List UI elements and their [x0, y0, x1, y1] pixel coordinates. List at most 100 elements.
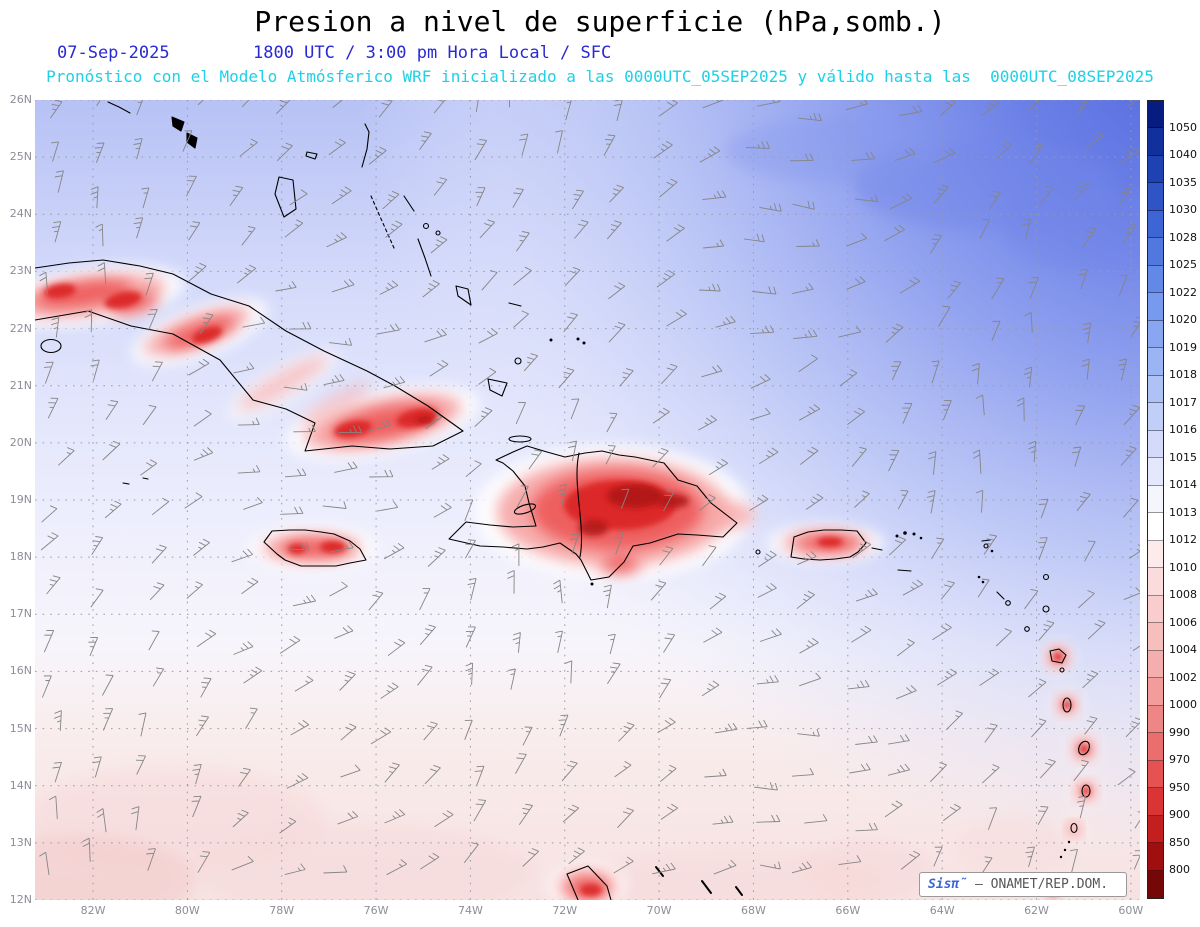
watermark-brand: Sisπ̃ — [928, 877, 968, 892]
wind-barb — [199, 313, 214, 334]
wind-barb — [756, 675, 779, 685]
wind-barb — [703, 239, 725, 249]
wind-barb — [279, 817, 297, 834]
wind-barb — [326, 232, 347, 248]
dominica — [1062, 697, 1072, 713]
wind-barb — [603, 134, 616, 156]
wind-barb — [704, 768, 727, 778]
lon-label: 76W — [363, 904, 389, 917]
wind-barb — [884, 224, 905, 242]
wind-barb — [513, 266, 532, 286]
wind-barb — [943, 803, 961, 821]
wind-barb — [382, 190, 400, 210]
wind-barb — [1084, 716, 1098, 735]
wind-barb — [433, 177, 448, 196]
colorbar-cell — [1148, 155, 1163, 184]
colorbar-cell — [1148, 238, 1163, 266]
wind-barb — [91, 536, 104, 555]
coastline-cuba — [35, 259, 464, 452]
wind-barb — [380, 682, 399, 699]
wind-barb — [47, 397, 59, 419]
wind-barb — [757, 582, 777, 598]
wind-barb — [92, 756, 102, 778]
wind-barb — [995, 628, 1012, 647]
wind-barb — [40, 532, 59, 551]
wind-barb — [899, 105, 923, 116]
wind-barb — [652, 447, 669, 468]
wind-barb — [702, 100, 724, 109]
colorbar-cell — [1148, 733, 1163, 761]
pressure-blob — [195, 822, 535, 900]
colorbar-cell — [1148, 623, 1163, 651]
pressure-blob — [104, 291, 142, 309]
wind-barb — [523, 353, 539, 372]
wind-barb — [713, 859, 737, 875]
coastline-hispaniola — [448, 445, 738, 581]
colorbar: 1050 1040 1035 1030 1028 1025 1022 1020 1019 1018… — [1147, 100, 1200, 899]
wind-barb — [188, 221, 201, 241]
wind-barb — [1118, 274, 1128, 297]
wind-barb — [805, 493, 824, 510]
wind-barb — [617, 807, 634, 829]
wind-barb — [290, 719, 310, 736]
wind-barb — [1127, 100, 1137, 108]
wind-barb — [376, 500, 399, 512]
wind-barb — [855, 588, 878, 602]
wind-barb — [229, 185, 244, 207]
wind-barb — [799, 404, 821, 421]
wind-barb — [475, 100, 479, 112]
lat-label: 16N — [9, 664, 32, 678]
wind-barb — [284, 863, 306, 876]
pressure-blob — [237, 355, 329, 411]
wind-barb — [512, 632, 521, 653]
colorbar-tick-label: 1030 — [1169, 203, 1197, 217]
lat-label: 20N — [9, 435, 32, 449]
wind-barb — [340, 723, 357, 741]
wind-barb — [897, 489, 909, 510]
wind-barb — [659, 178, 678, 198]
wind-barb — [102, 708, 114, 731]
pressure-blob — [334, 420, 372, 438]
wind-barb — [284, 219, 304, 238]
wind-barb — [330, 541, 354, 553]
wind-barb — [152, 667, 165, 687]
wind-barb — [564, 266, 581, 287]
wind-barb — [1081, 358, 1090, 380]
wind-barb — [378, 100, 393, 118]
wind-barb — [991, 320, 1001, 341]
wind-barb — [241, 577, 259, 595]
wind-barb — [939, 100, 956, 117]
wind-barb — [709, 592, 727, 610]
wind-barb — [1029, 143, 1044, 164]
wind-barb — [926, 490, 936, 514]
wind-barb — [233, 362, 255, 374]
wind-barb — [855, 822, 878, 832]
wind-barb — [197, 851, 211, 873]
wind-barb — [140, 459, 158, 476]
wind-barb — [608, 282, 626, 300]
colorbar-strip — [1147, 100, 1164, 899]
wind-barb — [932, 623, 952, 641]
wind-barb — [797, 112, 822, 122]
wind-barb — [1023, 366, 1033, 388]
wind-barb — [931, 537, 945, 560]
colorbar-tick-label: 1013 — [1169, 505, 1197, 519]
wind-barb — [192, 763, 202, 785]
wind-barb — [136, 100, 144, 116]
wind-barb — [464, 499, 474, 521]
wind-barb — [933, 184, 949, 204]
colorbar-cell — [1148, 458, 1163, 486]
colorbar-tick-label: 1020 — [1169, 313, 1197, 327]
wind-barb — [478, 328, 498, 344]
wind-barb — [938, 305, 951, 327]
wind-barb — [1016, 397, 1025, 422]
lon-label: 78W — [269, 904, 295, 917]
wind-barb — [558, 367, 575, 389]
wind-barb — [323, 865, 348, 874]
wind-barb — [186, 581, 203, 599]
wind-barb — [188, 262, 207, 282]
wind-barb — [947, 280, 962, 299]
wind-barb — [1117, 767, 1136, 786]
wind-barb — [293, 424, 316, 433]
exuma-cays — [370, 195, 395, 249]
